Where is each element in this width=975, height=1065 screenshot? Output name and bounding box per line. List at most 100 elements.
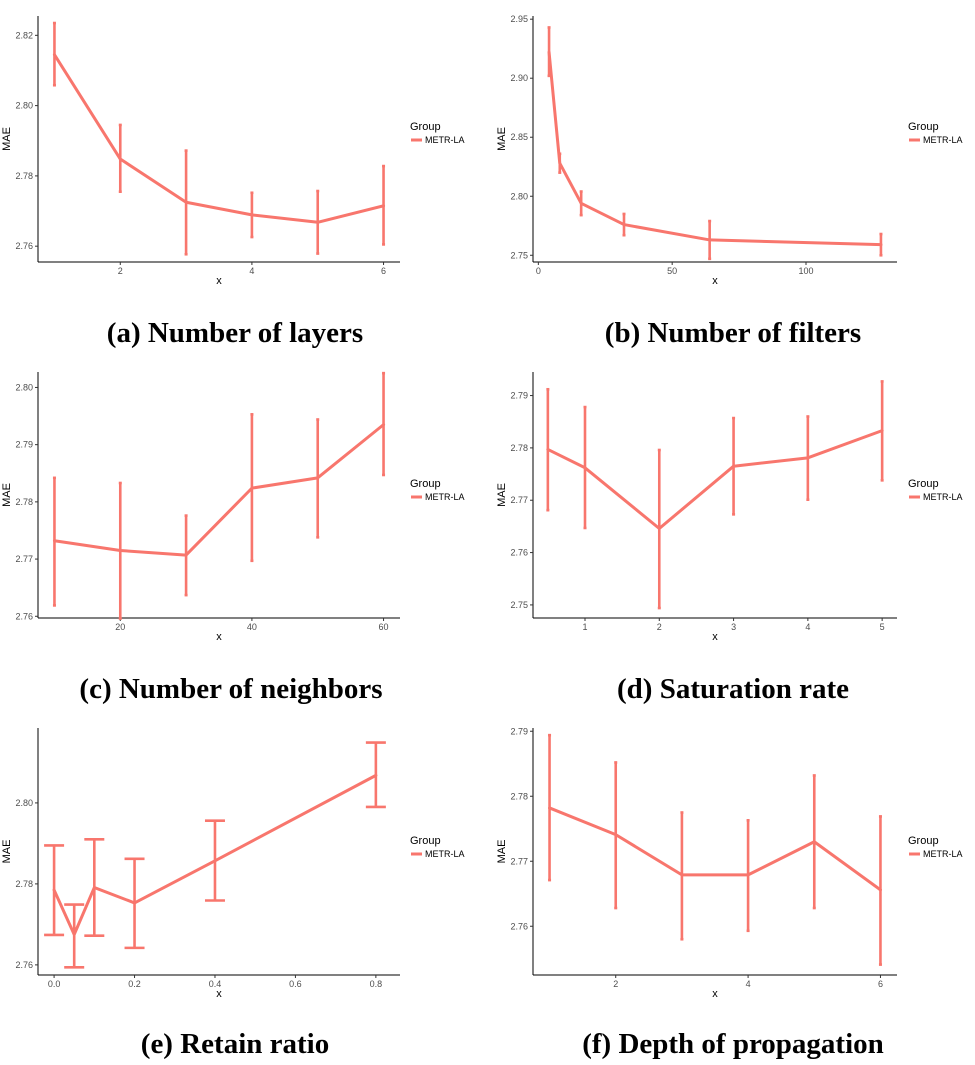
error-bar <box>52 476 56 607</box>
legend-label: METR-LA <box>923 135 963 145</box>
error-bar <box>184 149 188 256</box>
panel-b: 2.75 2.80 2.85 2.90 2.95 0 50 100 x MAE Group METR-… <box>496 14 963 349</box>
x-tick-label: 6 <box>381 266 386 276</box>
error-bar <box>547 26 551 78</box>
y-tick-label: 2.90 <box>510 73 528 83</box>
legend-title: Group <box>908 478 939 490</box>
error-bar <box>316 189 320 255</box>
y-tick-label: 2.95 <box>510 14 528 24</box>
y-tick-label: 2.76 <box>15 611 33 621</box>
x-tick-label: 0.4 <box>209 979 222 989</box>
series-line <box>52 773 378 937</box>
x-tick-label: 100 <box>798 266 813 276</box>
error-bar <box>879 232 883 257</box>
legend: Group METR-LA <box>908 478 963 502</box>
series-line <box>548 806 882 892</box>
error-bar <box>732 416 736 516</box>
series-line <box>547 50 883 247</box>
error-bar <box>746 818 750 933</box>
error-bar <box>680 811 684 941</box>
legend-label: METR-LA <box>425 492 465 502</box>
x-tick-label: 5 <box>880 622 885 632</box>
x-tick-label: 0 <box>536 266 541 276</box>
error-bar <box>250 191 254 239</box>
legend: Group METR-LA <box>908 835 963 859</box>
error-bar <box>52 21 56 87</box>
error-bar <box>622 212 626 237</box>
legend-title: Group <box>410 121 441 133</box>
x-axis-title: x <box>216 631 222 643</box>
y-axis-title: MAE <box>1 483 13 507</box>
legend-label: METR-LA <box>425 135 465 145</box>
y-tick-label: 2.85 <box>510 132 528 142</box>
error-bar <box>558 152 562 174</box>
legend-title: Group <box>410 835 441 847</box>
error-bar <box>806 415 810 502</box>
y-axis-title: MAE <box>496 840 508 864</box>
error-bar <box>250 413 254 563</box>
error-bar <box>118 481 122 620</box>
error-bar <box>546 387 550 512</box>
x-axis-title: x <box>712 275 718 287</box>
error-bar <box>118 123 122 194</box>
x-tick-label: 6 <box>878 979 883 989</box>
y-tick-label: 2.77 <box>510 856 528 866</box>
panel-f: 2.76 2.77 2.78 2.79 2 4 6 x MAE Group METR-LA (f) D… <box>496 726 963 1060</box>
panel-caption: (a) Number of layers <box>107 317 363 349</box>
error-bar <box>579 190 583 217</box>
legend: Group METR-LA <box>908 121 963 145</box>
y-tick-label: 2.82 <box>15 30 33 40</box>
error-bar <box>124 857 145 950</box>
error-bar <box>382 371 386 477</box>
series-line <box>52 423 386 557</box>
error-bar <box>657 448 661 610</box>
x-tick-label: 4 <box>805 622 810 632</box>
x-tick-label: 0.6 <box>289 979 302 989</box>
series-line <box>546 429 884 530</box>
panel-caption: (b) Number of filters <box>605 317 861 349</box>
y-tick-label: 2.78 <box>510 791 528 801</box>
legend-title: Group <box>908 121 939 133</box>
panel-caption: (f) Depth of propagation <box>582 1028 884 1060</box>
y-tick-label: 2.78 <box>510 443 528 453</box>
error-bar <box>316 418 320 539</box>
y-tick-label: 2.79 <box>15 440 33 450</box>
x-axis-title: x <box>712 631 718 643</box>
y-tick-label: 2.79 <box>510 391 528 401</box>
error-bar <box>84 838 105 938</box>
x-axis-title: x <box>216 988 222 1000</box>
panel-caption: (e) Retain ratio <box>141 1028 329 1060</box>
x-tick-label: 0.2 <box>128 979 141 989</box>
error-bar <box>204 819 225 902</box>
x-tick-label: 4 <box>746 979 751 989</box>
series-line <box>52 53 386 224</box>
legend: Group METR-LA <box>410 478 465 502</box>
x-tick-label: 2 <box>118 266 123 276</box>
legend-title: Group <box>410 478 441 490</box>
x-tick-label: 50 <box>667 266 677 276</box>
error-bar <box>44 844 65 937</box>
error-bar <box>880 380 884 482</box>
y-axis-title: MAE <box>496 127 508 151</box>
x-axis-title: x <box>216 275 222 287</box>
y-tick-label: 2.75 <box>510 250 528 260</box>
error-bar <box>583 405 587 530</box>
y-tick-label: 2.80 <box>510 191 528 201</box>
error-bar <box>548 733 552 882</box>
panel-e: 2.76 2.78 2.80 0.0 0.2 0.4 0.6 0.8 x MAE Group METR… <box>1 728 465 1060</box>
y-axis-title: MAE <box>496 483 508 507</box>
x-axis-title: x <box>712 988 718 1000</box>
y-tick-label: 2.76 <box>15 960 33 970</box>
x-tick-label: 4 <box>249 266 254 276</box>
legend-label: METR-LA <box>923 492 963 502</box>
legend: Group METR-LA <box>410 121 465 145</box>
x-tick-label: 0.8 <box>370 979 383 989</box>
legend: Group METR-LA <box>410 835 465 859</box>
y-tick-label: 2.80 <box>15 798 33 808</box>
panel-c: 2.76 2.77 2.78 2.79 2.80 20 40 60 x MAE Group METR-… <box>1 371 465 705</box>
y-tick-label: 2.78 <box>15 497 33 507</box>
x-tick-label: 3 <box>731 622 736 632</box>
panel-caption: (d) Saturation rate <box>617 673 849 705</box>
panel-a: 2.76 2.78 2.80 2.82 2 4 6 x MAE Group METR-LA (a) N… <box>1 16 465 349</box>
